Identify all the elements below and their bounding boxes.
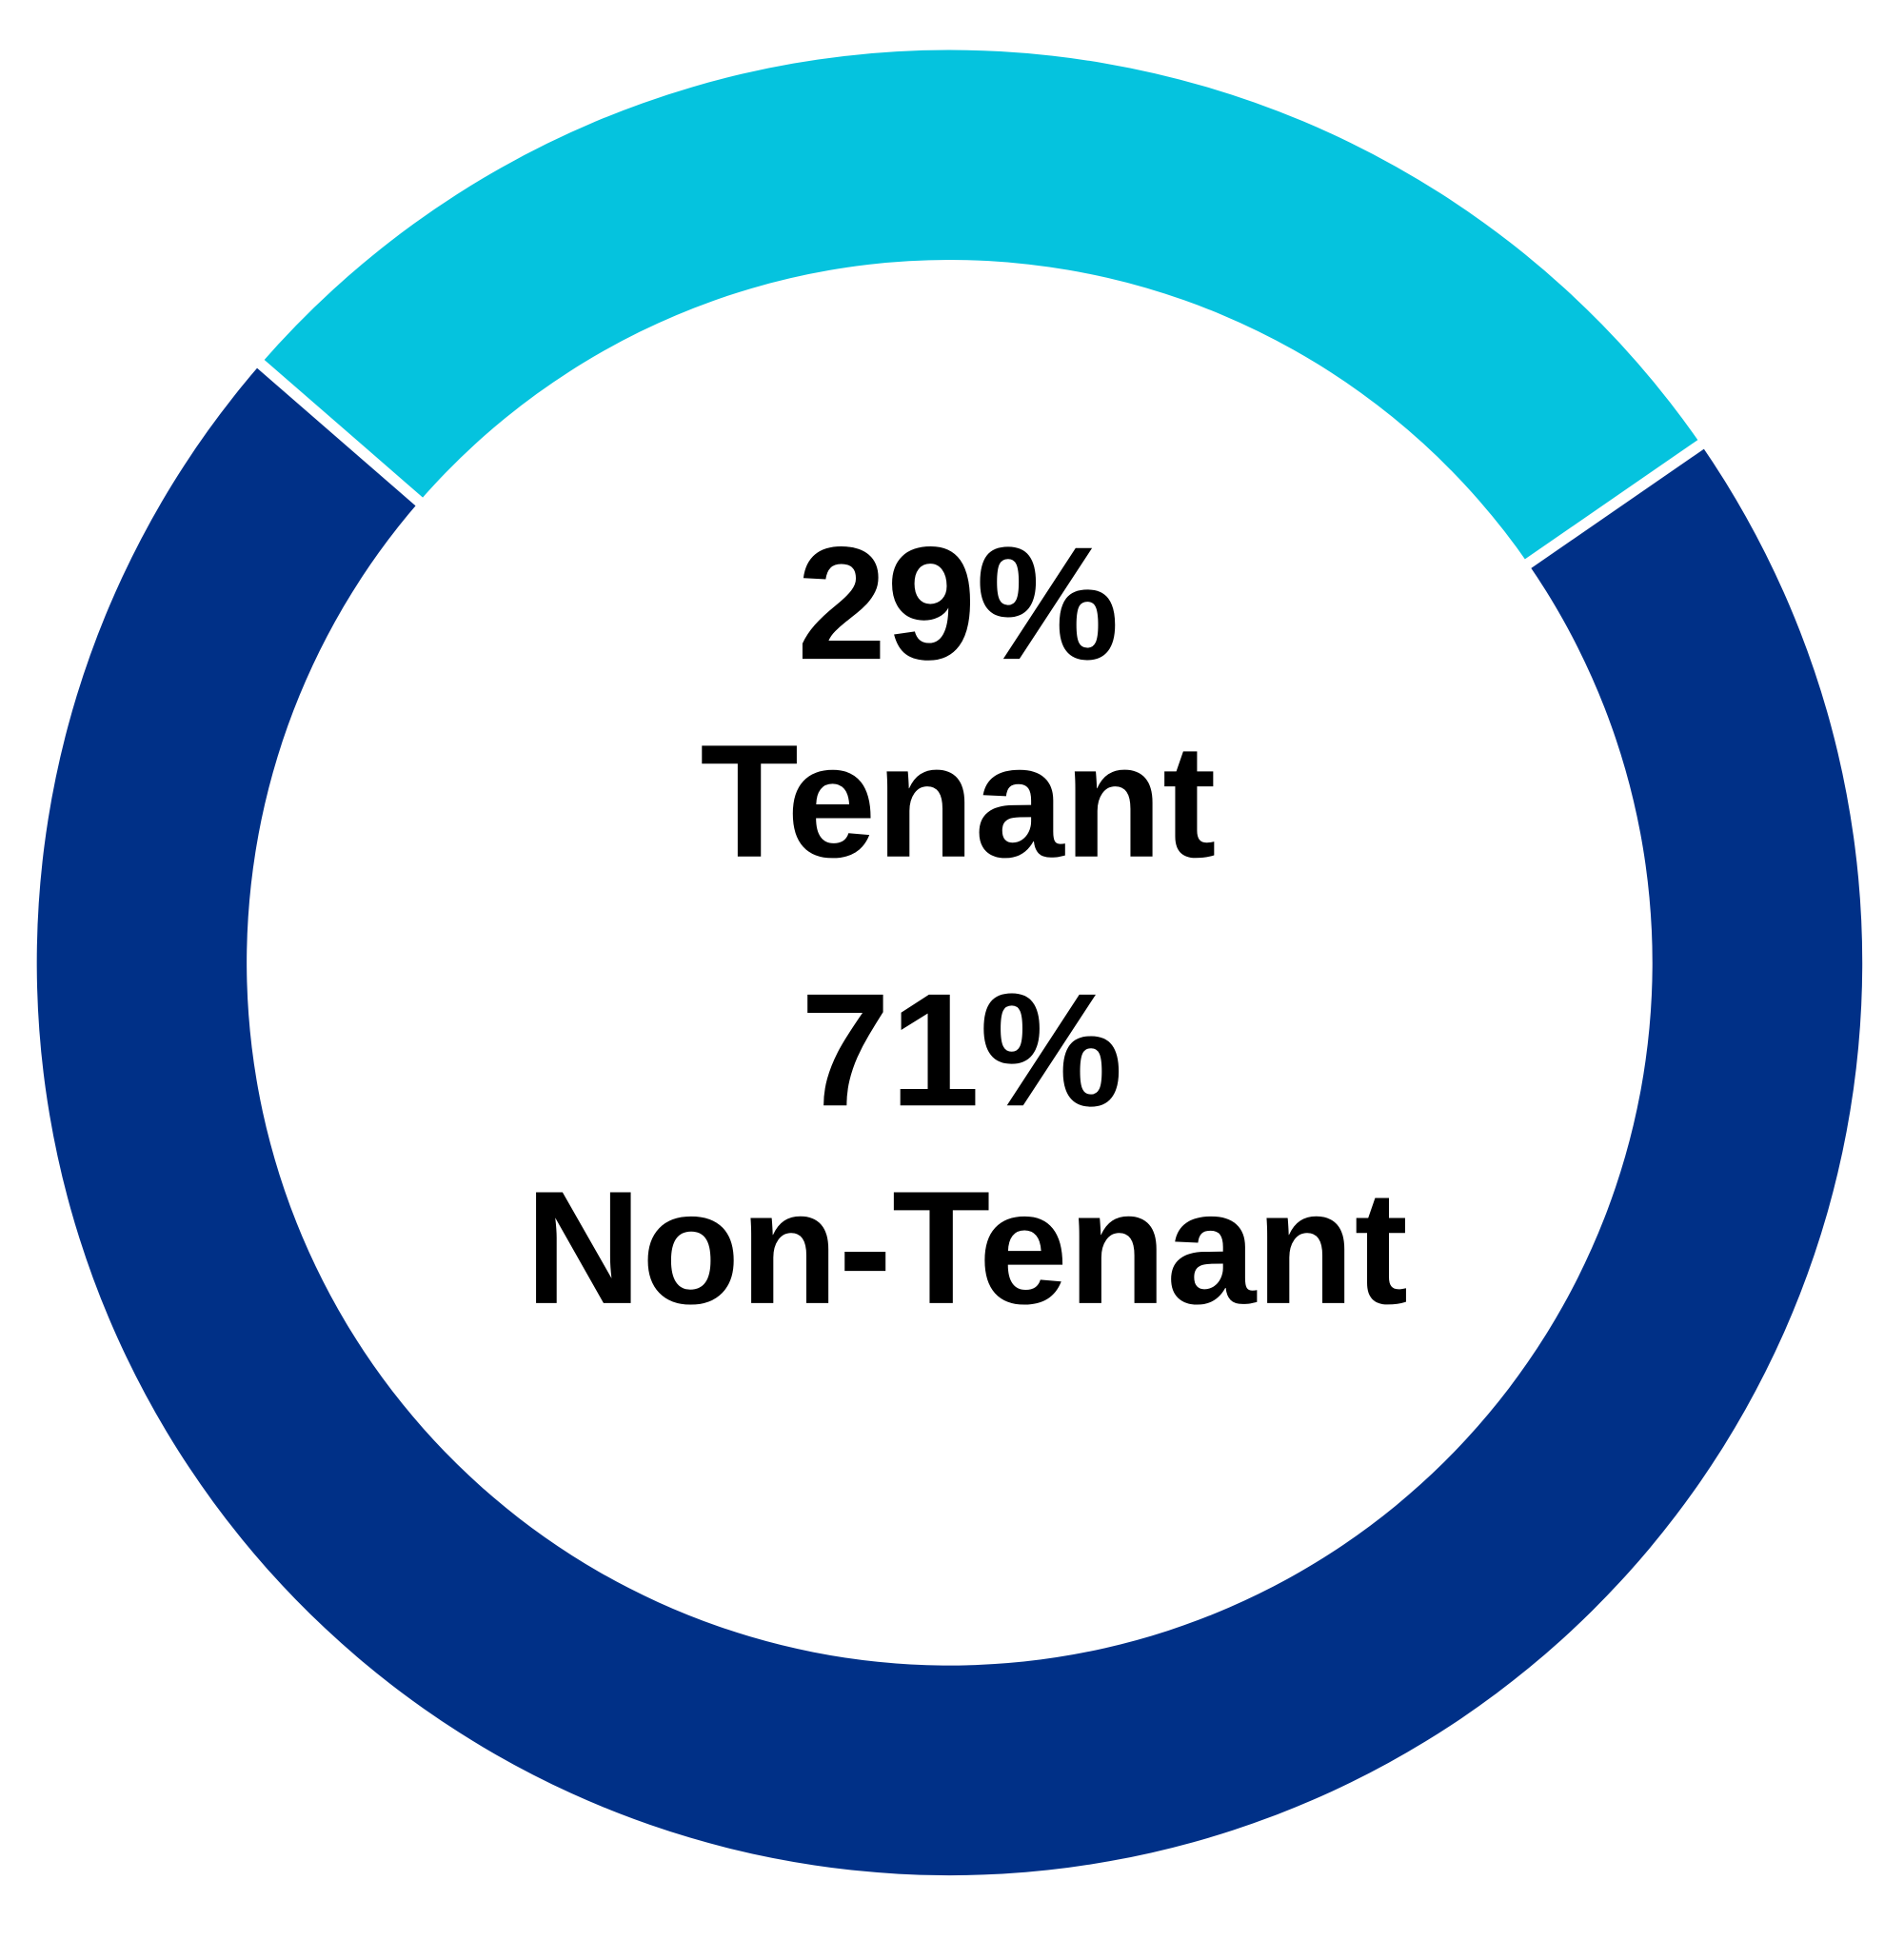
slice-separator — [252, 355, 427, 510]
tenant-value-label: 29% — [797, 513, 1120, 693]
slice-non-tenant — [36, 364, 1863, 1876]
slice-tenant — [260, 49, 1701, 564]
non-tenant-value-label: 71% — [801, 960, 1123, 1139]
slice-separator — [1519, 436, 1710, 572]
tenant-name-label: Tenant — [700, 711, 1216, 891]
slices — [36, 49, 1863, 1876]
non-tenant-name-label: Non-Tenant — [526, 1158, 1408, 1337]
